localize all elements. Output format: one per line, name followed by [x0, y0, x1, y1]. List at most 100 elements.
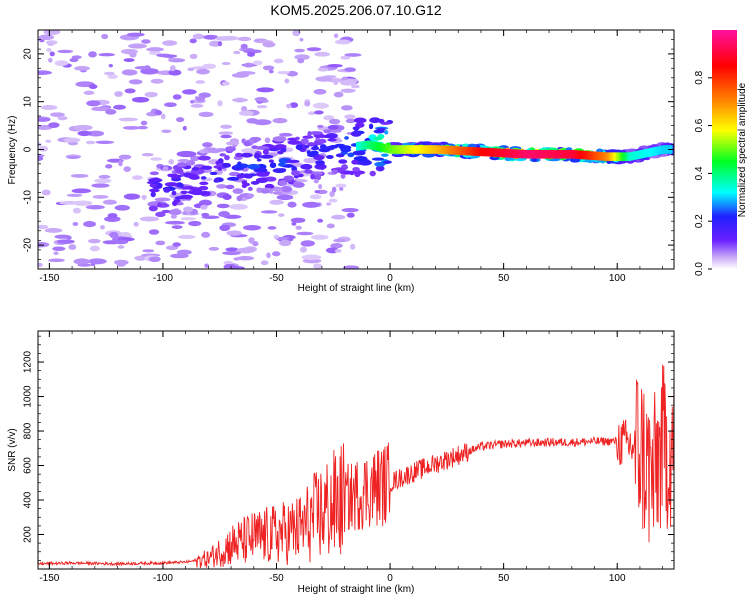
heatmap-cell [292, 30, 301, 37]
heatmap-ridge-cell [483, 147, 486, 157]
heatmap-ridge-cell [472, 147, 475, 156]
heatmap-cell [341, 208, 359, 213]
heatmap-ridge-cell [359, 141, 362, 151]
heatmap-cell [261, 189, 270, 194]
heatmap-cell [188, 220, 202, 227]
colorbar-tick-label: 0.6 [694, 118, 705, 132]
heatmap-cell [182, 125, 187, 131]
heatmap-ridge-cell [443, 145, 446, 155]
heatmap-cell [268, 159, 274, 163]
heatmap-ridge-cell [530, 149, 533, 159]
heatmap-cell [267, 226, 277, 230]
heatmap-cell [162, 166, 169, 172]
heatmap-cell [199, 191, 211, 196]
heatmap-ridge-cell [441, 145, 444, 155]
heatmap-cell [371, 157, 385, 161]
heatmap-cell [172, 242, 181, 247]
heatmap-cell [85, 205, 105, 210]
heatmap-cell [88, 238, 101, 244]
heatmap-cell [43, 30, 61, 35]
heatmap-cell [339, 79, 357, 86]
heatmap-cell [197, 155, 211, 161]
x-tick-label: 0 [387, 573, 393, 584]
heatmap-cell [163, 187, 171, 193]
heatmap-cell [290, 217, 306, 223]
heatmap-cell [48, 258, 65, 263]
heatmap-cell [373, 129, 385, 134]
heatmap-cell [92, 194, 109, 199]
heatmap-cell [150, 157, 163, 161]
y-tick-label: 20 [23, 48, 34, 60]
heatmap-cell [140, 68, 159, 75]
heatmap-cell [314, 190, 321, 194]
heatmap-cell [247, 163, 261, 170]
heatmap-cells [38, 30, 674, 269]
heatmap-cell [128, 79, 143, 85]
heatmap-cell [327, 138, 337, 142]
heatmap-cell [326, 223, 335, 229]
heatmap-cell [190, 103, 204, 108]
heatmap-ridge-cell [363, 140, 366, 150]
heatmap-cell [350, 243, 356, 250]
heatmap-cell [380, 121, 391, 125]
heatmap-cell [531, 158, 538, 162]
heatmap-cell [291, 170, 300, 177]
heatmap-cell [304, 169, 313, 174]
heatmap-ridge-cell [601, 152, 604, 161]
heatmap-cell [131, 96, 150, 103]
heatmap-cell [231, 73, 250, 78]
heatmap-cell [87, 130, 105, 137]
heatmap-cell [300, 138, 309, 145]
heatmap-cell [279, 239, 292, 247]
heatmap-ridge-cell [439, 145, 442, 155]
heatmap-cell [154, 110, 163, 116]
heatmap-cell [220, 134, 232, 139]
heatmap-cell [335, 153, 345, 158]
heatmap-cell [272, 117, 288, 124]
heatmap-cell [123, 166, 131, 173]
y-tick-label: 400 [23, 491, 34, 508]
heatmap-ridge-cell [374, 141, 377, 151]
heatmap-ridge-cell [435, 145, 439, 154]
heatmap-cell [121, 69, 138, 76]
heatmap-cell [56, 239, 75, 244]
heatmap-ridge-cell [408, 145, 411, 154]
heatmap-cell [340, 147, 352, 153]
heatmap-ridge-cell [515, 149, 519, 159]
y-tick-label: -10 [23, 190, 34, 205]
heatmap-cell [63, 137, 81, 143]
heatmap-cell [168, 69, 182, 76]
heatmap-cell [255, 172, 270, 177]
heatmap-cell [353, 155, 368, 162]
heatmap-cell [83, 90, 95, 95]
heatmap-cell [350, 84, 360, 89]
heatmap-cell [296, 231, 314, 236]
heatmap-ridge-cell [406, 145, 410, 154]
heatmap-cell [333, 33, 339, 39]
heatmap-ridge-cell [628, 152, 631, 161]
colorbar-tick-label: 0.2 [694, 214, 705, 228]
heatmap-cell [240, 43, 248, 50]
heatmap-cell [38, 34, 55, 41]
heatmap-ridge-cell [557, 149, 560, 159]
heatmap-ridge-cell [624, 152, 628, 161]
heatmap-cell [241, 106, 248, 112]
heatmap-cell [182, 211, 188, 216]
heatmap-cell [107, 74, 118, 79]
heatmap-cell [203, 34, 219, 40]
heatmap-cell [274, 144, 287, 149]
heatmap-cell [277, 70, 290, 75]
heatmap-cell [313, 263, 323, 269]
heatmap-cell [350, 131, 362, 137]
heatmap-cell [114, 91, 124, 97]
heatmap-ridge-cell [395, 145, 399, 154]
heatmap-cell [134, 255, 147, 261]
heatmap-cell [157, 202, 162, 207]
heatmap-cell [344, 114, 356, 120]
heatmap-cell [54, 234, 72, 239]
heatmap-cell [302, 258, 322, 264]
heatmap-cell [369, 170, 376, 177]
heatmap-xlabel: Height of straight line (km) [298, 283, 415, 294]
heatmap-cell [196, 68, 210, 75]
